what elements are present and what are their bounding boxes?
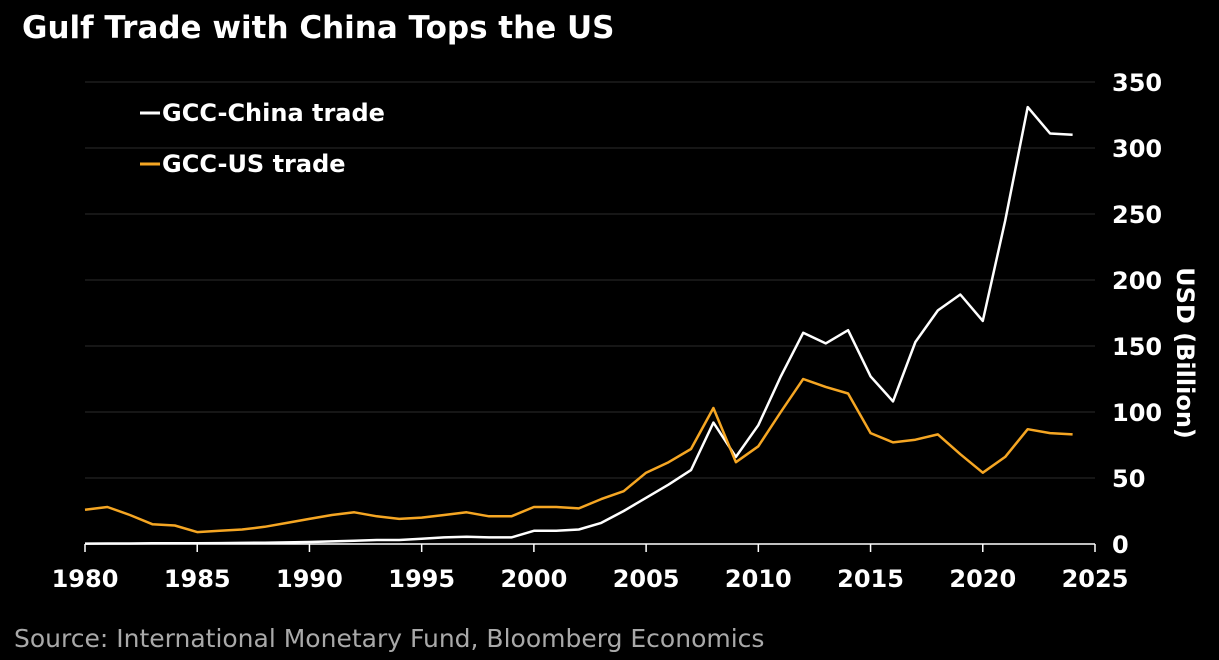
chart-title: Gulf Trade with China Tops the US bbox=[22, 10, 615, 46]
series-line-gcc-us bbox=[84, 377, 1073, 534]
y-tick-label: 300 bbox=[1112, 135, 1162, 163]
series-lines bbox=[84, 105, 1073, 545]
y-tick-label: 250 bbox=[1112, 201, 1162, 229]
y-tick-label: 150 bbox=[1112, 333, 1162, 361]
y-tick-label: 50 bbox=[1112, 465, 1145, 493]
legend-label: GCC-China trade bbox=[162, 99, 385, 127]
x-tick-label: 2005 bbox=[613, 565, 680, 593]
source-note: Source: International Monetary Fund, Blo… bbox=[14, 624, 765, 653]
y-tick-label: 0 bbox=[1112, 531, 1129, 559]
series-line-gcc-china bbox=[84, 105, 1073, 545]
axes: 0 50 100 150 200 250 300 350 1980 1985 1990 1995 200… bbox=[52, 69, 1199, 593]
x-tick-label: 2010 bbox=[725, 565, 792, 593]
y-tick-label: 100 bbox=[1112, 399, 1162, 427]
x-tick-label: 1990 bbox=[276, 565, 343, 593]
y-axis-label: USD (Billion) bbox=[1171, 267, 1199, 439]
x-tick-label: 2020 bbox=[949, 565, 1016, 593]
y-tick-label: 350 bbox=[1112, 69, 1162, 97]
x-tick-label: 2015 bbox=[837, 565, 904, 593]
x-tick-label: 1995 bbox=[388, 565, 455, 593]
gridlines bbox=[85, 81, 1095, 479]
x-tick-label: 2000 bbox=[500, 565, 567, 593]
legend: GCC-China trade GCC-US trade bbox=[140, 99, 385, 178]
x-tick-label: 1980 bbox=[52, 565, 119, 593]
y-tick-label: 200 bbox=[1112, 267, 1162, 295]
x-tick-label: 1985 bbox=[164, 565, 231, 593]
legend-label: GCC-US trade bbox=[162, 150, 346, 178]
x-tick-label: 2025 bbox=[1062, 565, 1129, 593]
